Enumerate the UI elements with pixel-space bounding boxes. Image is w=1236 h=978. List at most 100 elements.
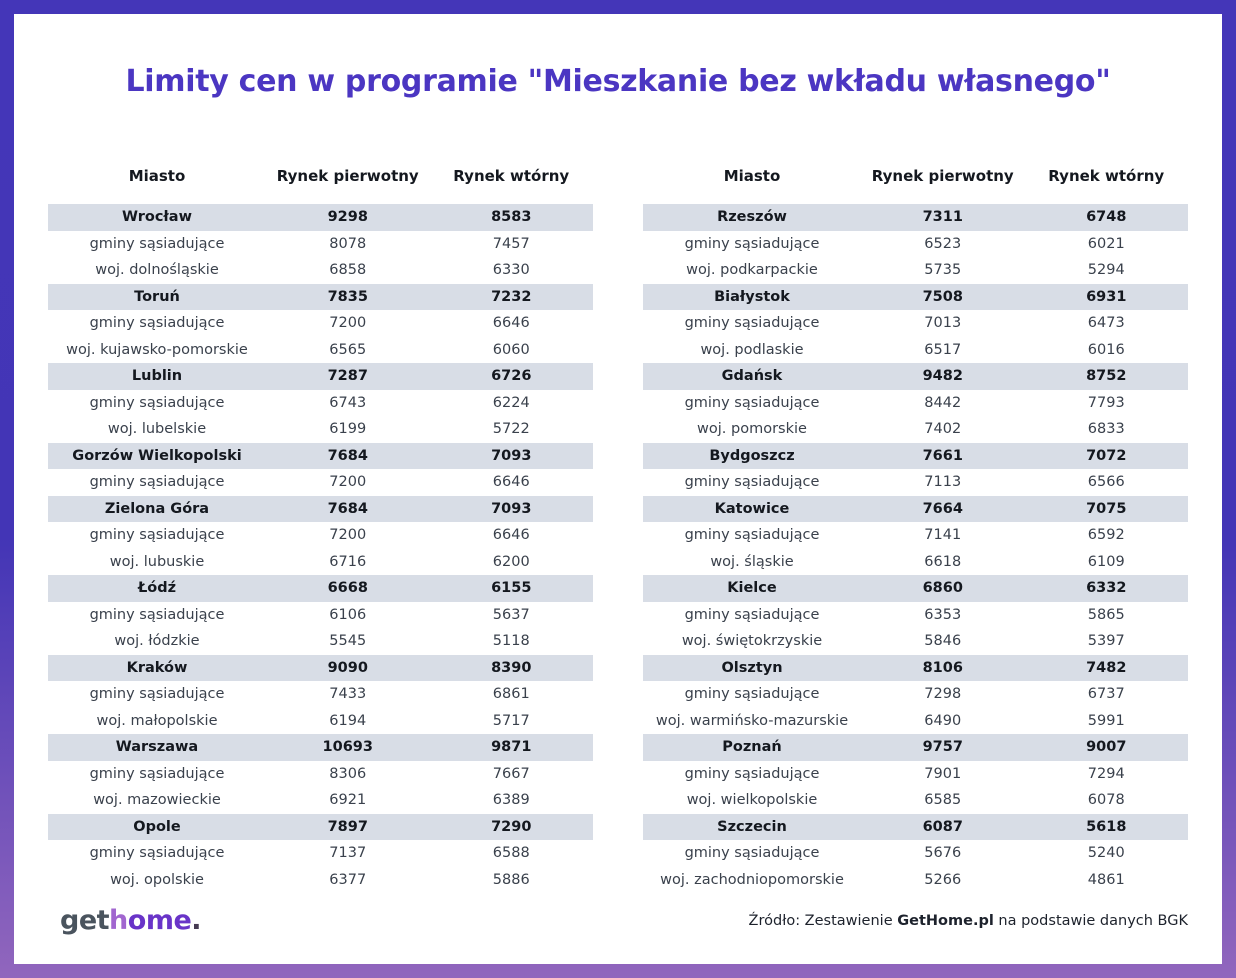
region-row: woj. łódzkie 5545 5118 xyxy=(48,628,593,655)
region-row: woj. pomorskie 7402 6833 xyxy=(643,416,1188,443)
region-row: gminy sąsiadujące 7137 6588 xyxy=(48,840,593,867)
row-label: gminy sąsiadujące xyxy=(89,686,225,703)
secondary-market-value: 7093 xyxy=(491,447,532,464)
city-row: Łódź 6668 6155 xyxy=(48,575,593,602)
primary-market-value: 6860 xyxy=(922,580,963,597)
row-label: Gdańsk xyxy=(721,368,783,385)
primary-market-value: 5676 xyxy=(924,845,962,862)
secondary-market-value: 7232 xyxy=(491,288,532,305)
secondary-market-value: 6473 xyxy=(1087,315,1125,332)
region-row: woj. warmińsko-mazurskie 6490 5991 xyxy=(643,708,1188,735)
secondary-market-value: 5118 xyxy=(492,633,530,650)
primary-market-value: 7200 xyxy=(329,527,367,544)
region-row: gminy sąsiadujące 7433 6861 xyxy=(48,681,593,708)
column-header: Rynek pierwotny xyxy=(276,167,419,185)
primary-market-value: 7200 xyxy=(329,474,367,491)
row-label: woj. opolskie xyxy=(110,871,204,888)
city-row: Kielce 6860 6332 xyxy=(643,575,1188,602)
secondary-market-value: 8390 xyxy=(491,659,532,676)
primary-market-value: 6087 xyxy=(922,818,963,835)
primary-market-value: 6199 xyxy=(329,421,367,438)
row-label: Poznań xyxy=(722,739,782,756)
row-label: woj. wielkopolskie xyxy=(686,792,818,809)
primary-market-value: 9757 xyxy=(922,739,963,756)
row-label: Katowice xyxy=(714,500,790,517)
row-label: gminy sąsiadujące xyxy=(684,765,820,782)
row-label: Toruń xyxy=(134,288,180,305)
row-label: woj. lubuskie xyxy=(109,553,205,570)
secondary-market-value: 8583 xyxy=(491,209,532,226)
primary-market-value: 6523 xyxy=(924,235,962,252)
region-row: woj. świętokrzyskie 5846 5397 xyxy=(643,628,1188,655)
primary-market-value: 7901 xyxy=(924,765,962,782)
region-row: gminy sąsiadujące 8306 7667 xyxy=(48,761,593,788)
secondary-market-value: 6861 xyxy=(492,686,530,703)
city-row: Kraków 9090 8390 xyxy=(48,654,593,681)
secondary-market-value: 5991 xyxy=(1087,712,1125,729)
row-label: woj. świętokrzyskie xyxy=(681,633,823,650)
region-row: gminy sąsiadujące 8078 7457 xyxy=(48,231,593,258)
row-label: gminy sąsiadujące xyxy=(89,394,225,411)
row-label: gminy sąsiadujące xyxy=(89,474,225,491)
secondary-market-value: 7667 xyxy=(492,765,530,782)
primary-market-value: 7433 xyxy=(329,686,367,703)
row-label: woj. warmińsko-mazurskie xyxy=(655,712,849,729)
secondary-market-value: 6330 xyxy=(492,262,530,279)
logo-segment: h xyxy=(109,905,128,936)
row-label: gminy sąsiadujące xyxy=(89,527,225,544)
secondary-market-value: 7793 xyxy=(1087,394,1125,411)
primary-market-value: 7311 xyxy=(922,209,963,226)
row-label: Zielona Góra xyxy=(104,500,210,517)
primary-market-value: 6194 xyxy=(329,712,367,729)
primary-market-value: 6743 xyxy=(329,394,367,411)
row-label: gminy sąsiadujące xyxy=(89,845,225,862)
city-row: Katowice 7664 7075 xyxy=(643,495,1188,522)
primary-market-value: 5545 xyxy=(329,633,367,650)
secondary-market-value: 6592 xyxy=(1087,527,1125,544)
price-table-right: Miasto Rynek pierwotny Rynek wtórny Rzeszów… xyxy=(643,162,1188,893)
column-header: Rynek wtórny xyxy=(1048,167,1165,185)
primary-market-value: 7200 xyxy=(329,315,367,332)
city-row: Gorzów Wielkopolski 7684 7093 xyxy=(48,442,593,469)
secondary-market-value: 6646 xyxy=(492,315,530,332)
row-label: woj. małopolskie xyxy=(96,712,218,729)
secondary-market-value: 7294 xyxy=(1087,765,1125,782)
row-label: gminy sąsiadujące xyxy=(684,394,820,411)
primary-market-value: 7298 xyxy=(924,686,962,703)
row-label: gminy sąsiadujące xyxy=(684,235,820,252)
row-label: woj. śląskie xyxy=(710,553,794,570)
region-row: woj. zachodniopomorskie 5266 4861 xyxy=(643,867,1188,894)
secondary-market-value: 7075 xyxy=(1086,500,1127,517)
secondary-market-value: 6332 xyxy=(1086,580,1127,597)
secondary-market-value: 7072 xyxy=(1086,447,1127,464)
column-header: Miasto xyxy=(128,167,186,185)
table-header-row: Miasto Rynek pierwotny Rynek wtórny xyxy=(643,162,1188,190)
row-label: woj. lubelskie xyxy=(107,421,207,438)
region-row: woj. mazowieckie 6921 6389 xyxy=(48,787,593,814)
secondary-market-value: 5618 xyxy=(1086,818,1127,835)
secondary-market-value: 6833 xyxy=(1087,421,1125,438)
region-row: woj. podkarpackie 5735 5294 xyxy=(643,257,1188,284)
primary-market-value: 7013 xyxy=(924,315,962,332)
primary-market-value: 8078 xyxy=(329,235,367,252)
city-row: Opole 7897 7290 xyxy=(48,813,593,840)
region-row: gminy sąsiadujące 7901 7294 xyxy=(643,761,1188,788)
row-label: gminy sąsiadujące xyxy=(89,235,225,252)
table-header-row: Miasto Rynek pierwotny Rynek wtórny xyxy=(48,162,593,190)
region-row: gminy sąsiadujące 7013 6473 xyxy=(643,310,1188,337)
column-header: Rynek wtórny xyxy=(453,167,570,185)
secondary-market-value: 5865 xyxy=(1087,606,1125,623)
primary-market-value: 7664 xyxy=(922,500,963,517)
region-row: woj. podlaskie 6517 6016 xyxy=(643,337,1188,364)
row-label: woj. zachodniopomorskie xyxy=(660,871,844,888)
city-row: Rzeszów 7311 6748 xyxy=(643,204,1188,231)
city-row: Białystok 7508 6931 xyxy=(643,283,1188,310)
primary-market-value: 6517 xyxy=(924,341,962,358)
region-row: gminy sąsiadujące 5676 5240 xyxy=(643,840,1188,867)
logo-segment: get xyxy=(60,905,110,936)
region-row: gminy sąsiadujące 8442 7793 xyxy=(643,390,1188,417)
secondary-market-value: 9007 xyxy=(1086,739,1127,756)
row-label: woj. podkarpackie xyxy=(686,262,818,279)
logo-segment: . xyxy=(191,905,202,936)
row-label: Kielce xyxy=(727,580,777,597)
